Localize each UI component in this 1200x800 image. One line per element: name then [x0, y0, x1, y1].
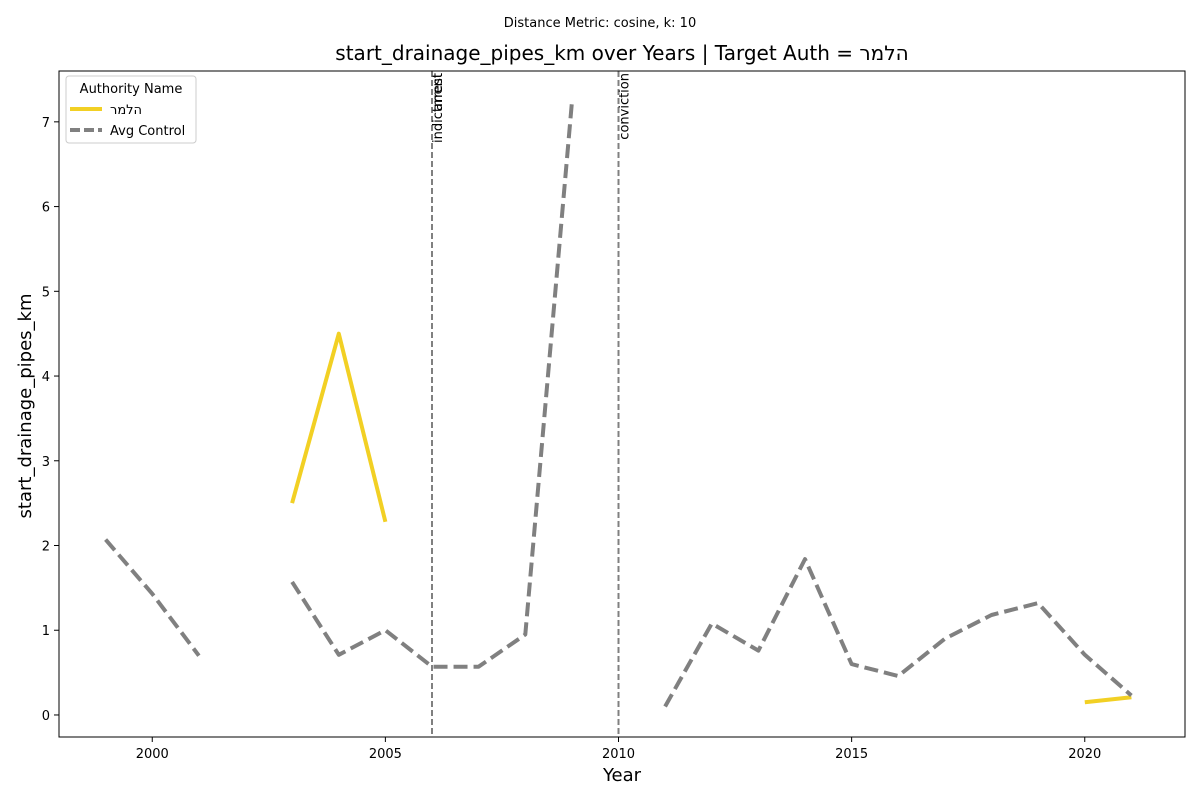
y-tick-label-1: 1 — [42, 624, 50, 639]
y-tick-label-2: 2 — [42, 540, 50, 555]
x-tick-label-1: 2005 — [369, 747, 402, 762]
y-tick-label-7: 7 — [42, 116, 50, 131]
chart-title: start_drainage_pipes_km over Years | Tar… — [335, 41, 908, 65]
event-label-0-0: indictment — [431, 73, 446, 143]
x-tick-label-2: 2010 — [602, 747, 635, 762]
y-tick-label-0: 0 — [42, 709, 50, 724]
legend-box — [65, 75, 197, 144]
y-tick-label-3: 3 — [42, 455, 50, 470]
legend-title: Authority Name — [80, 82, 183, 97]
x-tick-label-0: 2000 — [136, 747, 169, 762]
legend-entry-1: Avg Control — [110, 124, 185, 139]
chart-subtitle: Distance Metric: cosine, k: 10 — [504, 16, 696, 31]
plot-frame — [58, 70, 1186, 738]
event-label-1-0: conviction — [618, 73, 633, 140]
series-line-1-2 — [663, 557, 1133, 708]
series-line-0-1 — [1084, 695, 1132, 705]
event-label-0-1: arrest — [431, 73, 446, 111]
series-line-1-0 — [104, 538, 201, 657]
x-tick-label-4: 2020 — [1068, 747, 1101, 762]
y-tick-label-5: 5 — [42, 285, 50, 300]
y-tick-label-4: 4 — [42, 370, 50, 385]
x-tick-label-3: 2015 — [835, 747, 868, 762]
x-axis-title: Year — [602, 765, 642, 786]
series-line-1-1 — [290, 102, 574, 669]
y-axis-title: start_drainage_pipes_km — [15, 294, 36, 519]
series-line-0-0 — [290, 331, 388, 523]
legend-entry-0: הלמר — [110, 103, 142, 118]
y-tick-label-6: 6 — [42, 201, 50, 216]
